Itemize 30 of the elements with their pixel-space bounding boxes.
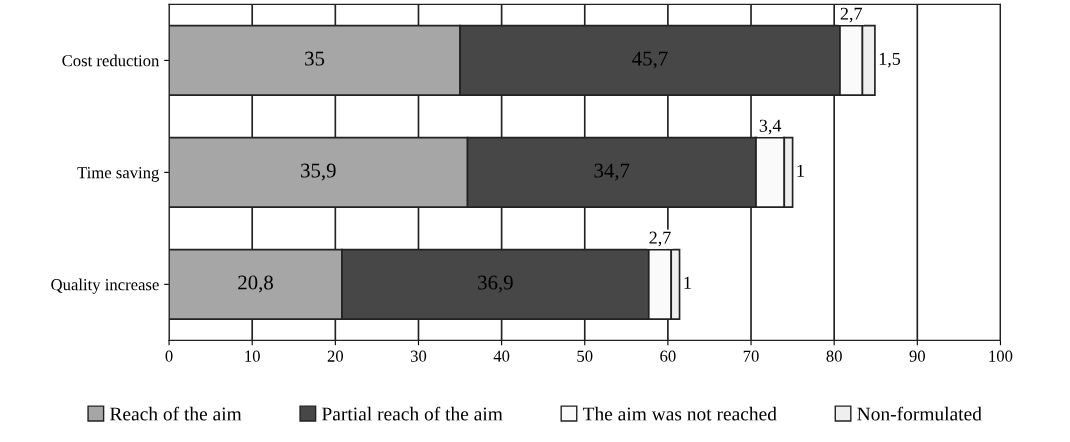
data-label: 2,7 (649, 231, 671, 247)
x-tick-label: 70 (743, 350, 759, 362)
x-tick-label: 0 (165, 350, 173, 362)
data-label: 45,7 (632, 51, 668, 69)
data-label: 3,4 (759, 119, 782, 135)
y-tick-label: Quality increase (51, 278, 159, 294)
data-label: 34,7 (594, 163, 630, 181)
data-label: 1,5 (879, 52, 901, 68)
legend-label: The aim was not reached (582, 406, 777, 421)
legend-label: Non-formulated (857, 406, 982, 421)
y-tick-label: Time saving (77, 167, 160, 182)
x-tick-label: 60 (660, 350, 676, 362)
data-label: 1 (684, 276, 691, 289)
x-tick-label: 10 (245, 350, 260, 362)
data-label: 1 (797, 164, 804, 177)
data-label: 35 (305, 51, 325, 66)
y-tick-label: Cost reduction (62, 54, 160, 67)
legend-label: Reach of the aim (110, 406, 242, 421)
x-tick-label: 40 (493, 350, 510, 362)
x-tick-label: 30 (410, 350, 427, 362)
x-tick-label: 20 (327, 350, 344, 362)
data-label: 36,9 (478, 275, 513, 293)
data-label: 20,8 (238, 275, 273, 293)
data-label: 2,7 (840, 7, 862, 23)
x-tick-label: 50 (577, 350, 593, 362)
legend-label: Partial reach of the aim (322, 406, 503, 421)
data-label: 35,9 (301, 163, 336, 181)
x-tick-label: 80 (826, 350, 842, 362)
x-tick-label: 100 (989, 350, 1013, 362)
x-tick-label: 90 (909, 350, 926, 362)
